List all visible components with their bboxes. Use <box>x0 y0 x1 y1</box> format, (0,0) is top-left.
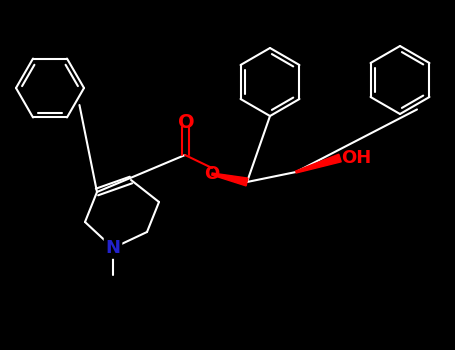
Text: O: O <box>178 113 194 133</box>
Polygon shape <box>212 173 248 186</box>
Polygon shape <box>296 154 341 173</box>
Text: O: O <box>204 165 220 183</box>
Text: OH: OH <box>341 149 371 167</box>
Text: N: N <box>106 239 121 257</box>
